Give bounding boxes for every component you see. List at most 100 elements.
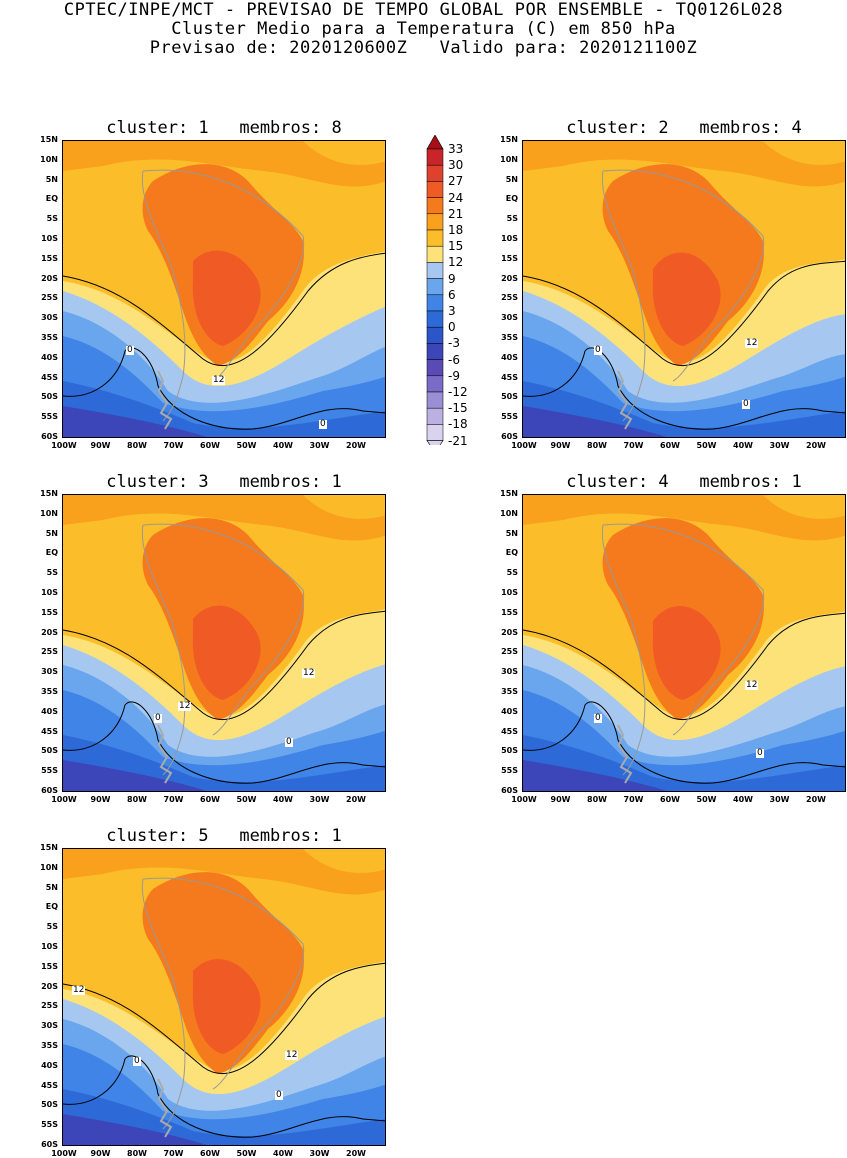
lat-tick-label: 30S <box>501 313 518 323</box>
map-panel-4: cluster: 4 membros: 1 0 12 0 15N 10N 5N EQ 5S 10S… <box>500 472 846 804</box>
lat-tick-label: 35S <box>501 333 518 342</box>
lat-tick-label: 15S <box>41 961 58 971</box>
lat-tick-label: 25S <box>41 293 58 303</box>
lat-tick-label: 35S <box>501 687 518 696</box>
lat-tick-label: 20S <box>41 273 58 283</box>
lat-tick-label: 30S <box>501 667 518 677</box>
lon-tick-label: 70W <box>623 441 644 450</box>
lat-tick-label: 50S <box>41 1100 58 1110</box>
lon-tick-label: 40W <box>273 1149 293 1158</box>
legend-tick-label: 33 <box>448 142 464 156</box>
lat-tick-label: 15S <box>41 253 58 263</box>
legend-tick-label: -21 <box>448 433 468 448</box>
lat-tick-label: 40S <box>41 706 58 716</box>
contour-label: 0 <box>594 713 602 723</box>
lat-tick-label: 10S <box>501 234 518 243</box>
lat-tick-label: 35S <box>41 687 58 696</box>
lon-tick-label: 60W <box>660 441 680 450</box>
lat-tick-label: 50S <box>41 746 58 756</box>
lon-tick-label: 20W <box>346 1149 366 1158</box>
legend-tick-label: 9 <box>448 271 456 286</box>
lon-tick-label: 50W <box>696 795 717 804</box>
lat-tick-label: 40S <box>41 1060 58 1070</box>
lat-tick-label: 40S <box>501 706 518 716</box>
lat-tick-label: 5S <box>46 214 58 224</box>
lat-tick-label: 20S <box>41 627 58 637</box>
lat-tick-label: 60S <box>41 786 58 795</box>
lon-tick-label: 30W <box>769 441 790 450</box>
lat-tick-label: 25S <box>41 647 58 657</box>
lon-tick-label: 20W <box>346 441 366 450</box>
panel-title: cluster: 1 membros: 8 <box>106 118 342 138</box>
lat-tick-label: 45S <box>41 372 58 382</box>
legend-tick-label: 3 <box>448 304 456 318</box>
lat-tick-label: 10N <box>500 154 518 164</box>
lon-tick-label: 70W <box>163 795 184 804</box>
legend-tick-label: 24 <box>448 190 464 205</box>
contour-label: 0 <box>275 1090 283 1100</box>
lon-tick-label: 70W <box>163 441 184 450</box>
lon-tick-label: 70W <box>163 1149 184 1158</box>
lat-tick-label: 15S <box>501 253 518 263</box>
lat-tick-label: 55S <box>41 766 58 776</box>
header-line-2: Cluster Medio para a Temperatura (C) em … <box>171 19 676 39</box>
lon-tick-label: 60W <box>200 1149 220 1158</box>
lat-tick-label: 5S <box>46 568 58 578</box>
panel-title: cluster: 3 membros: 1 <box>106 472 342 492</box>
header-line-1: CPTEC/INPE/MCT - PREVISAO DE TEMPO GLOBA… <box>63 0 784 20</box>
legend-tick-label: -18 <box>448 417 468 432</box>
lat-tick-label: 55S <box>41 412 58 422</box>
lat-tick-label: 5N <box>505 528 518 538</box>
legend-tick-label: -3 <box>448 336 460 351</box>
contour-label: 12 <box>72 985 86 995</box>
lon-tick-label: 90W <box>90 1149 111 1158</box>
lat-tick-label: 45S <box>501 726 518 736</box>
lon-tick-label: 60W <box>200 795 220 804</box>
lon-tick-label: 40W <box>733 441 753 450</box>
lon-tick-label: 50W <box>236 1149 257 1158</box>
contour-label: 12 <box>745 338 759 348</box>
lon-tick-label: 20W <box>346 795 366 804</box>
lat-tick-label: 45S <box>501 372 518 382</box>
lon-tick-label: 90W <box>90 795 111 804</box>
lat-tick-label: 40S <box>501 352 518 362</box>
lat-tick-label: 50S <box>501 746 518 756</box>
contour-label: 0 <box>154 713 162 723</box>
map-panel-1: cluster: 1 membros: 8 0 12 0 15N 10N 5N EQ 5S 10S… <box>40 118 386 450</box>
panel-title: cluster: 5 membros: 1 <box>106 826 342 846</box>
legend-tick-label: 21 <box>448 206 464 221</box>
contour-label: 12 <box>178 701 192 711</box>
map-panel-3: cluster: 3 membros: 1 0 12 12 0 15N 10N 5N EQ 5S 1… <box>40 472 386 804</box>
lon-tick-label: 40W <box>273 795 293 804</box>
lon-tick-label: 40W <box>273 441 293 450</box>
lon-tick-label: 20W <box>806 795 826 804</box>
map-panel-2: cluster: 2 membros: 4 0 12 0 15N 10N 5N EQ 5S 10S… <box>500 118 846 450</box>
contour-label: 0 <box>126 345 134 355</box>
lat-tick-label: 30S <box>41 1021 58 1031</box>
lon-tick-label: 100W <box>511 441 537 450</box>
lon-tick-label: 70W <box>623 795 644 804</box>
panel-title: cluster: 2 membros: 4 <box>566 118 802 138</box>
lat-tick-label: 55S <box>501 766 518 776</box>
lon-tick-label: 50W <box>696 441 717 450</box>
lon-tick-label: 80W <box>587 795 607 804</box>
lon-tick-label: 50W <box>236 441 257 450</box>
legend-tick-label: 27 <box>448 174 464 189</box>
contour-label: 0 <box>594 345 602 355</box>
lat-tick-label: 25S <box>501 647 518 657</box>
lat-tick-label: 35S <box>41 333 58 342</box>
header-line-3: Previsao de: 2020120600Z Valido para: 20… <box>149 38 698 58</box>
lat-tick-label: 50S <box>501 392 518 402</box>
legend-tick-label: 0 <box>448 320 456 335</box>
lat-tick-label: 10N <box>40 154 58 164</box>
lat-tick-label: 5S <box>506 568 518 578</box>
lon-tick-label: 100W <box>51 441 77 450</box>
lat-tick-label: 25S <box>41 1001 58 1011</box>
lat-tick-label: 5S <box>46 922 58 932</box>
lat-tick-label: EQ <box>45 902 58 912</box>
legend-tick-label: -12 <box>448 385 468 399</box>
lat-tick-label: 5N <box>45 174 58 184</box>
legend-tick-label: -9 <box>448 368 460 383</box>
lat-tick-label: 10S <box>41 234 58 243</box>
contour-label: 0 <box>133 1056 141 1066</box>
